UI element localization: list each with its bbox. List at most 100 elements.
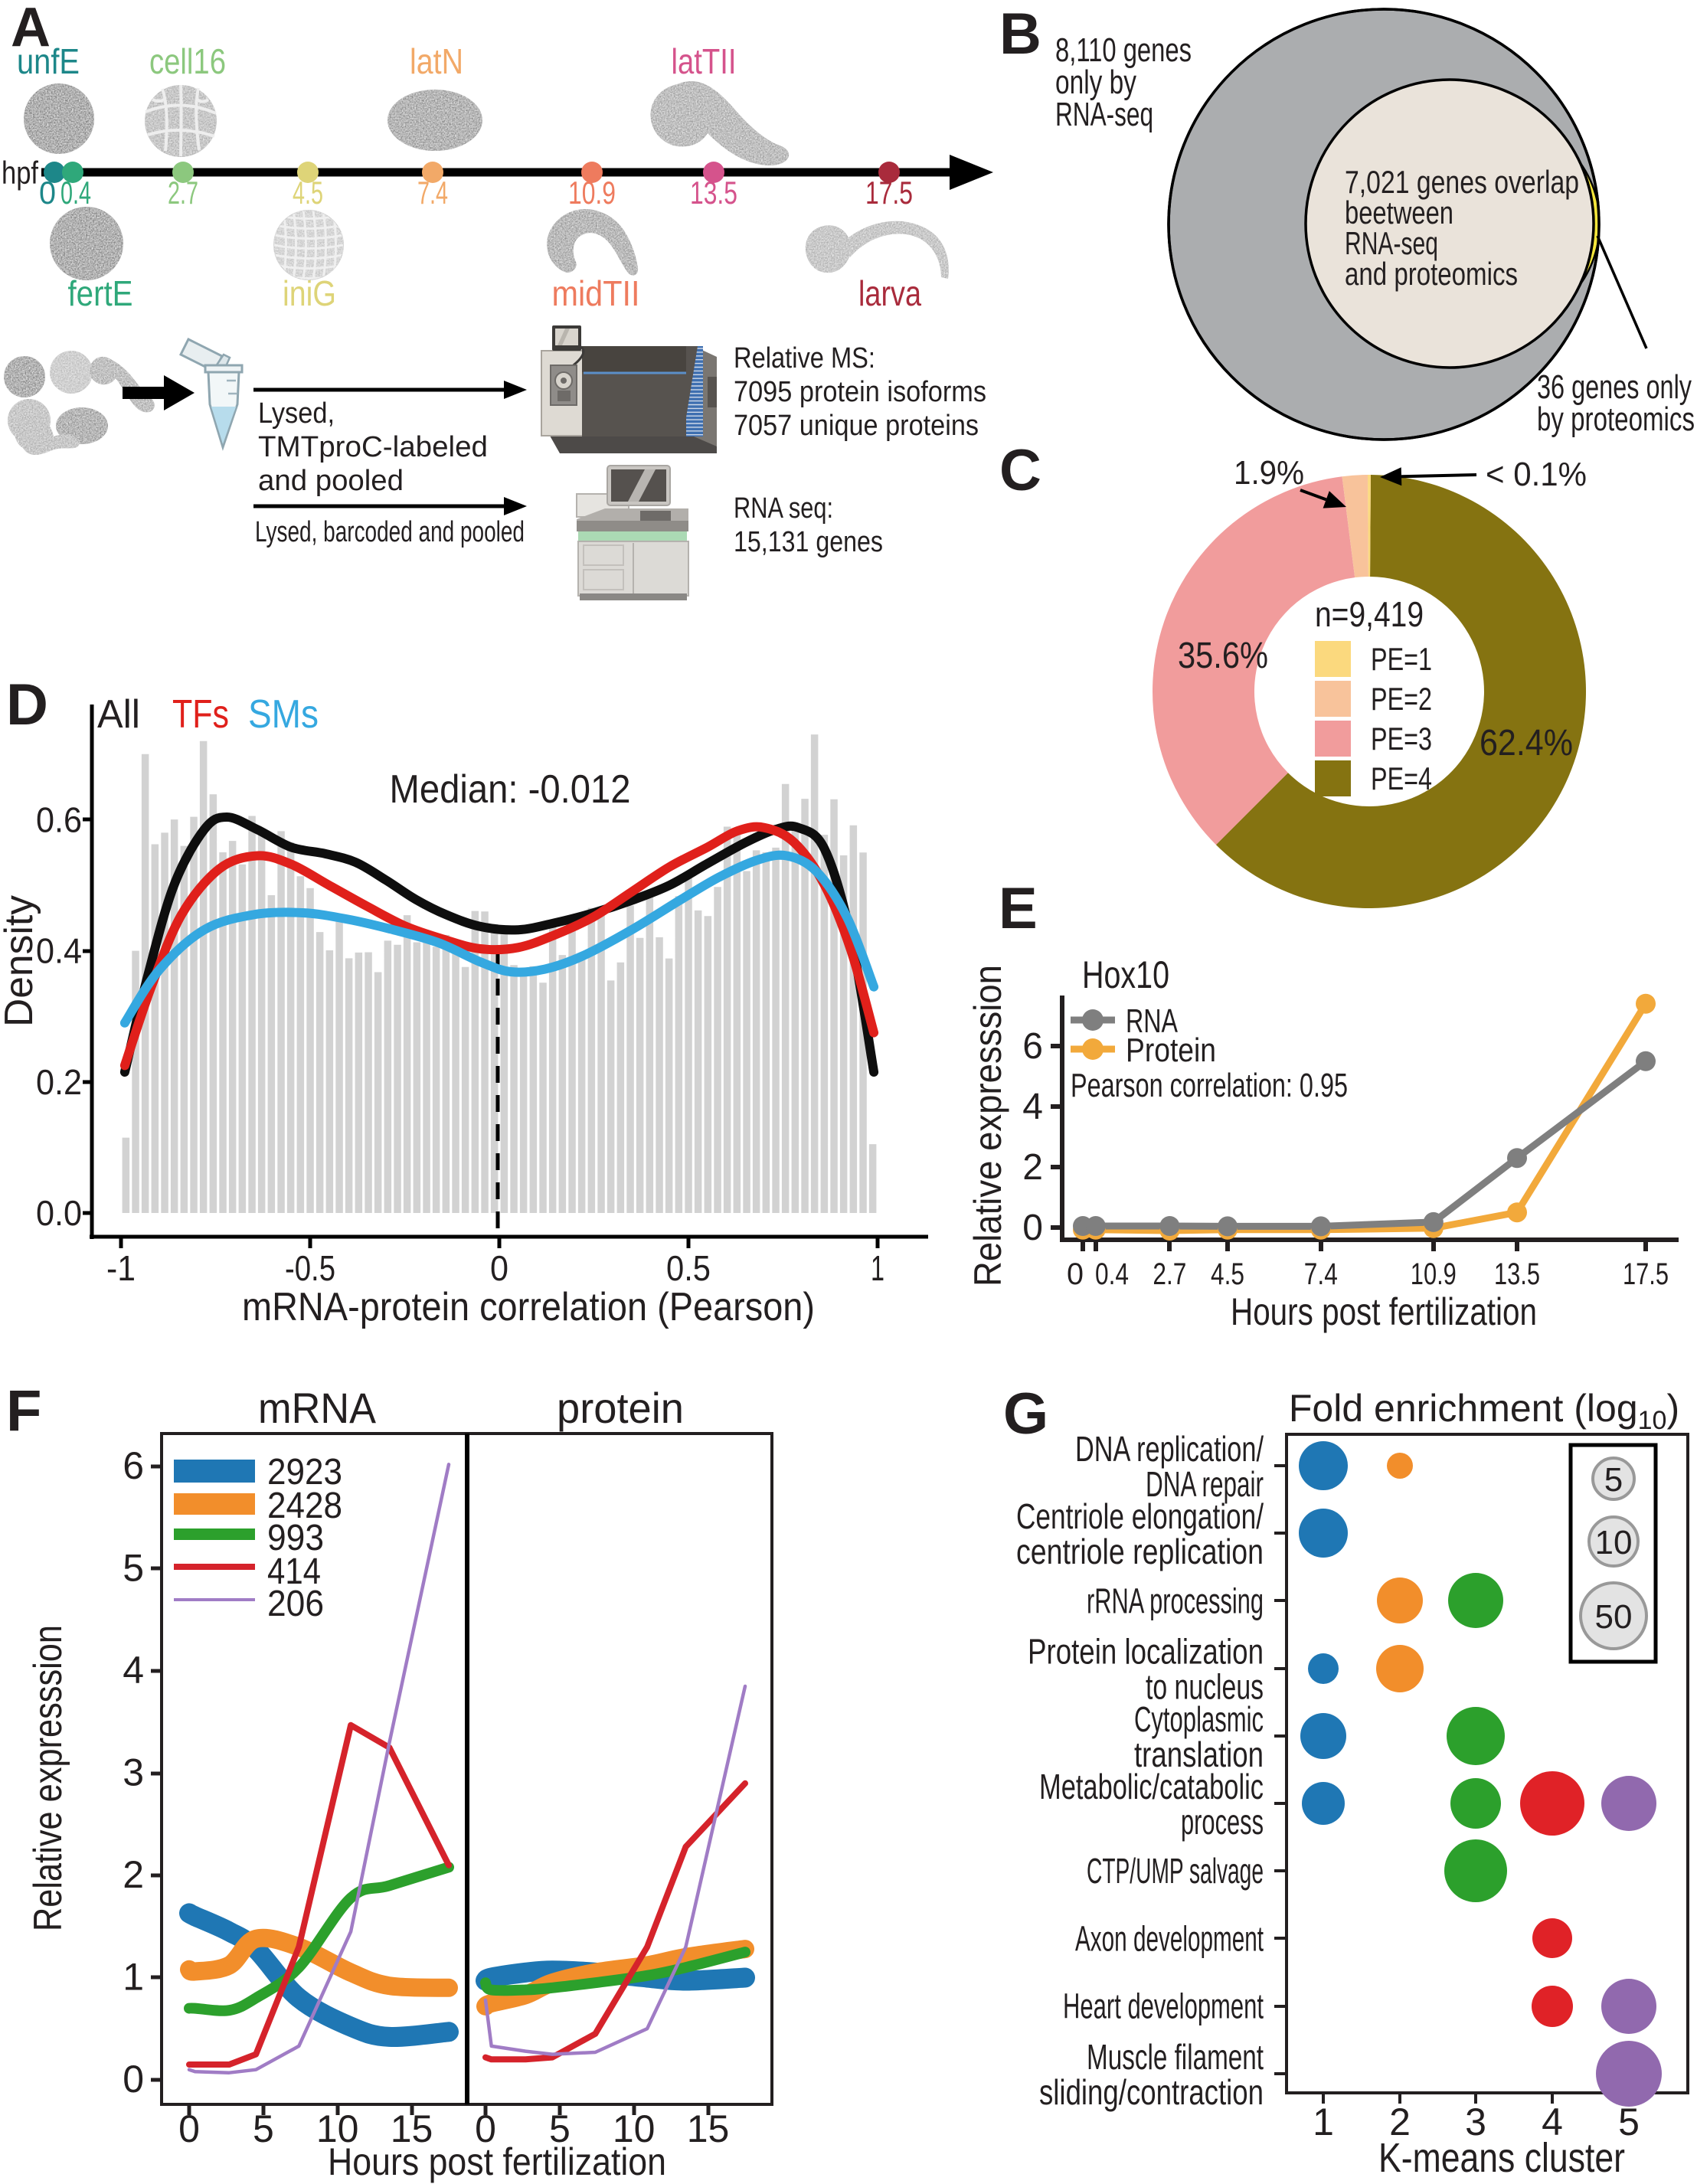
svg-text:sliding/contraction: sliding/contraction <box>1039 2072 1264 2112</box>
svg-text:Hours post fertilization: Hours post fertilization <box>328 2140 666 2183</box>
svg-text:larva: larva <box>858 273 921 313</box>
svg-text:-0.5: -0.5 <box>285 1248 335 1288</box>
svg-text:2.7: 2.7 <box>168 175 198 211</box>
svg-text:Hox10: Hox10 <box>1082 953 1169 996</box>
svg-text:by proteomics: by proteomics <box>1537 401 1695 438</box>
svg-text:TFs: TFs <box>172 692 229 737</box>
svg-text:17.5: 17.5 <box>1623 1257 1669 1291</box>
svg-text:3: 3 <box>1465 2101 1486 2143</box>
svg-text:fertE: fertE <box>68 273 133 313</box>
svg-text:PE=3: PE=3 <box>1371 721 1432 757</box>
svg-text:and pooled: and pooled <box>258 465 404 497</box>
svg-text:36 genes only: 36 genes only <box>1537 368 1692 406</box>
svg-text:5: 5 <box>549 2107 571 2150</box>
svg-text:6: 6 <box>1022 1026 1043 1067</box>
svg-text:latN: latN <box>410 41 463 81</box>
svg-text:0.2: 0.2 <box>36 1062 82 1102</box>
svg-text:Axon development: Axon development <box>1075 1918 1264 1958</box>
svg-text:10: 10 <box>613 2107 656 2150</box>
svg-text:RNA seq:: RNA seq: <box>734 492 833 525</box>
svg-text:0.4: 0.4 <box>1095 1257 1129 1291</box>
svg-text:PE=4: PE=4 <box>1371 760 1432 796</box>
svg-text:TMTproC-labeled: TMTproC-labeled <box>258 431 488 463</box>
svg-text:8,110 genes: 8,110 genes <box>1055 31 1192 69</box>
svg-text:7.4: 7.4 <box>417 175 448 211</box>
svg-text:DNA repair: DNA repair <box>1146 1464 1264 1504</box>
svg-text:Density: Density <box>0 895 41 1027</box>
svg-text:2: 2 <box>1389 2101 1411 2143</box>
svg-text:< 0.1%: < 0.1% <box>1486 456 1587 493</box>
svg-text:B: B <box>999 2 1041 67</box>
svg-text:protein: protein <box>557 1384 684 1432</box>
svg-text:0: 0 <box>475 2107 496 2150</box>
svg-text:SMs: SMs <box>248 692 319 737</box>
svg-text:10: 10 <box>1595 1524 1633 1561</box>
svg-text:15: 15 <box>687 2107 730 2150</box>
svg-text:process: process <box>1181 1802 1264 1842</box>
svg-text:13.5: 13.5 <box>1494 1257 1540 1291</box>
svg-text:0.5: 0.5 <box>666 1248 711 1288</box>
svg-text:993: 993 <box>267 1518 324 1558</box>
svg-text:414: 414 <box>267 1551 321 1592</box>
svg-text:Heart development: Heart development <box>1063 1986 1264 2026</box>
svg-text:Median: -0.012: Median: -0.012 <box>390 767 631 812</box>
svg-text:3: 3 <box>123 1751 144 1794</box>
svg-text:0.4: 0.4 <box>36 931 82 971</box>
svg-text:unfE: unfE <box>17 41 80 81</box>
svg-text:Centriole elongation/: Centriole elongation/ <box>1016 1496 1264 1536</box>
svg-text:1: 1 <box>123 1956 144 1999</box>
svg-text:mRNA-protein correlation (Pear: mRNA-protein correlation (Pearson) <box>242 1285 815 1329</box>
svg-text:Relative MS:: Relative MS: <box>734 342 875 374</box>
svg-text:A: A <box>11 0 51 58</box>
svg-text:beetween: beetween <box>1345 195 1453 230</box>
svg-text:translation: translation <box>1134 1734 1264 1774</box>
svg-text:RNA-seq: RNA-seq <box>1055 96 1153 133</box>
svg-text:5: 5 <box>1618 2101 1640 2143</box>
svg-text:0: 0 <box>39 175 56 211</box>
svg-text:2923: 2923 <box>267 1452 342 1493</box>
svg-text:PE=2: PE=2 <box>1371 681 1432 717</box>
svg-text:RNA-seq: RNA-seq <box>1345 225 1438 261</box>
svg-text:0.4: 0.4 <box>60 175 91 211</box>
svg-text:0: 0 <box>1067 1257 1084 1291</box>
svg-text:Cytoplasmic: Cytoplasmic <box>1134 1699 1264 1739</box>
svg-text:Hours post fertilization: Hours post fertilization <box>1231 1290 1537 1333</box>
svg-text:4.5: 4.5 <box>1211 1257 1244 1291</box>
svg-text:CTP/UMP salvage: CTP/UMP salvage <box>1087 1851 1264 1891</box>
svg-text:35.6%: 35.6% <box>1178 636 1268 676</box>
svg-text:Pearson correlation: 0.95: Pearson correlation: 0.95 <box>1071 1067 1348 1104</box>
svg-text:7,021 genes overlap: 7,021 genes overlap <box>1345 164 1579 200</box>
svg-text:centriole replication: centriole replication <box>1016 1532 1264 1571</box>
svg-text:Fold enrichment (log10): Fold enrichment (log10) <box>1289 1387 1679 1435</box>
svg-text:Protein localization: Protein localization <box>1028 1632 1264 1672</box>
svg-text:4.5: 4.5 <box>293 175 323 211</box>
svg-text:15,131 genes: 15,131 genes <box>734 526 883 558</box>
svg-text:0: 0 <box>1022 1208 1043 1248</box>
svg-text:RNA: RNA <box>1126 1002 1178 1040</box>
svg-text:0: 0 <box>490 1248 508 1288</box>
svg-text:only by: only by <box>1055 64 1136 101</box>
svg-text:62.4%: 62.4% <box>1480 723 1573 763</box>
svg-text:C: C <box>999 438 1041 503</box>
svg-text:midTII: midTII <box>552 273 640 313</box>
svg-text:4: 4 <box>1022 1087 1043 1127</box>
svg-text:Metabolic/catabolic: Metabolic/catabolic <box>1039 1767 1264 1806</box>
svg-text:to nucleus: to nucleus <box>1146 1667 1264 1707</box>
svg-text:15: 15 <box>391 2107 433 2150</box>
svg-text:206: 206 <box>267 1584 324 1624</box>
svg-text:latTII: latTII <box>672 41 737 81</box>
svg-text:hpf: hpf <box>2 155 38 191</box>
svg-text:5: 5 <box>123 1547 144 1590</box>
svg-text:7.4: 7.4 <box>1304 1257 1338 1291</box>
svg-text:2.7: 2.7 <box>1153 1257 1186 1291</box>
svg-text:5: 5 <box>1604 1461 1623 1499</box>
svg-text:F: F <box>6 1378 41 1443</box>
svg-text:7057 unique proteins: 7057 unique proteins <box>734 410 979 442</box>
svg-text:2: 2 <box>123 1853 144 1896</box>
svg-text:Relative expresssion: Relative expresssion <box>26 1625 70 1931</box>
svg-text:50: 50 <box>1595 1598 1633 1636</box>
svg-text:mRNA: mRNA <box>258 1384 377 1432</box>
svg-text:10: 10 <box>316 2107 359 2150</box>
svg-text:-1: -1 <box>106 1248 136 1288</box>
svg-text:1: 1 <box>871 1248 884 1288</box>
